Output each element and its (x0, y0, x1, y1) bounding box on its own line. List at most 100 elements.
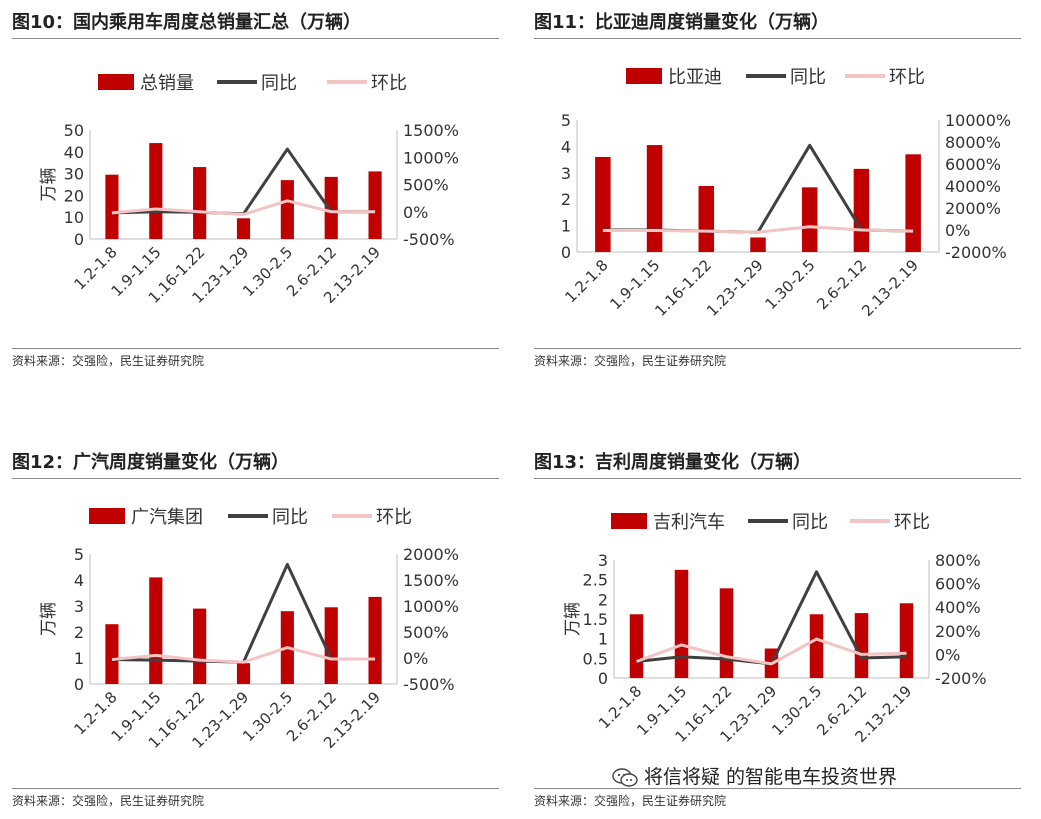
bar (853, 168, 870, 252)
watermark: 将信将疑 的智能电车投资世界 (612, 762, 897, 789)
bar (105, 624, 119, 684)
y2-tick-label: 2000% (945, 199, 1001, 218)
bar (193, 608, 207, 684)
y2-tick-label: -500% (403, 675, 455, 694)
chart-panel-byd: 图11：比亚迪周度销量变化（万辆） 比亚迪 同比 环比 0 1 2 3 4 5 -2000% 0% 2… (534, 8, 1021, 378)
watermark-text: 将信将疑 的智能电车投资世界 (644, 766, 898, 788)
y-tick-label: 5 (74, 545, 84, 564)
legend-swatch-bar (98, 74, 134, 90)
legend-swatch-bar (89, 508, 125, 524)
y2-tick-label: 0% (935, 645, 960, 664)
y2-tick-label: -200% (935, 669, 987, 688)
legend-label-mom: 环比 (376, 507, 412, 528)
source-divider (12, 788, 499, 789)
source-note: 资料来源：交强险，民生证券研究院 (12, 354, 205, 368)
legend-label-bar: 总销量 (140, 73, 194, 94)
y2-tick-label: 1000% (403, 597, 459, 616)
y-tick-label: 2 (598, 590, 608, 609)
y-tick-label: 2 (561, 190, 571, 209)
y2-tick-label: 10000% (945, 111, 1011, 130)
y-tick-label: 1 (561, 217, 571, 236)
x-tick-label: 1.30-2.5 (761, 256, 818, 313)
x-tick-label: 1.2-1.8 (561, 256, 611, 306)
legend-label-bar: 比亚迪 (668, 67, 722, 88)
bar (324, 176, 338, 239)
y-tick-label: 20 (64, 186, 84, 205)
chart-gac: 广汽集团 同比 环比 0 1 2 3 4 5 -500% 0% 500% 1000% 1500% 2000%… (39, 507, 459, 752)
panel-title: 图10：国内乘用车周度总销量汇总（万辆） (12, 12, 362, 33)
chart-total: 总销量 同比 环比 0 10 20 30 40 50 -500% 0% 500% 1000% 1500% 万… (39, 73, 459, 307)
y2-tick-label: 1500% (403, 571, 459, 590)
bar (905, 154, 921, 252)
bar (801, 187, 818, 252)
mom-line (111, 646, 376, 664)
bar (368, 596, 382, 684)
y-tick-label: 1 (598, 630, 608, 649)
y2-tick-label: 200% (935, 622, 981, 641)
bar (368, 171, 382, 239)
y-tick-label: 2.5 (583, 571, 608, 590)
legend: 吉利汽车 同比 环比 (611, 512, 930, 533)
wechat-icon (612, 767, 638, 787)
y-tick-label: 4 (561, 137, 571, 156)
bar (674, 569, 689, 678)
y2-tick-label: -2000% (945, 243, 1007, 262)
y-tick-label: 30 (64, 165, 84, 184)
chart-geely: 吉利汽车 同比 环比 00.511.522.53 -200% 0% 200% 400% 600%… (563, 512, 987, 746)
y2-tick-label: 0% (403, 203, 428, 222)
bar (854, 613, 869, 678)
chart-panel-geely: 图13：吉利周度销量变化（万辆） 吉利汽车 同比 环比 0 0.5 1 1.5 2 2.5 3 -2… (534, 448, 1021, 818)
bar (899, 603, 914, 678)
y-tick-label: 0.5 (583, 649, 608, 668)
y-tick-label: 50 (64, 121, 84, 140)
bar (236, 218, 251, 239)
y-tick-label: 0 (561, 243, 571, 262)
y2-tick-label: 2000% (403, 545, 459, 564)
legend: 广汽集团 同比 环比 (89, 507, 412, 528)
legend-label-mom: 环比 (889, 67, 925, 88)
bar (629, 614, 644, 678)
y2-tick-label: 6000% (945, 155, 1001, 174)
x-tick-label: 2.13-2.19 (858, 256, 922, 320)
source-divider (534, 788, 1021, 789)
x-tick-label: 1.23-1.29 (703, 256, 767, 320)
legend-label-mom: 环比 (371, 73, 407, 94)
bar (193, 167, 207, 239)
y2-tick-label: 400% (935, 598, 981, 617)
bar (750, 237, 766, 252)
y-tick-label: 40 (64, 143, 84, 162)
legend-swatch-bar (626, 68, 662, 84)
y2-tick-label: 1000% (403, 148, 459, 167)
bar (809, 614, 824, 678)
legend: 总销量 同比 环比 (98, 73, 407, 94)
mom-line (111, 199, 376, 216)
y-tick-label: 0 (74, 230, 84, 249)
bar (324, 607, 338, 684)
bar (280, 180, 294, 239)
source-divider (534, 348, 1021, 349)
legend-label-yoy: 同比 (272, 507, 308, 528)
y-tick-label: 3 (74, 597, 84, 616)
legend-label-yoy: 同比 (790, 67, 826, 88)
bar (719, 588, 734, 678)
y-axis-label: 万辆 (563, 602, 583, 636)
y-axis-label: 万辆 (39, 168, 59, 202)
legend: 比亚迪 同比 环比 (626, 67, 925, 88)
panel-title: 图12：广汽周度销量变化（万辆） (12, 452, 290, 473)
y-tick-label: 1 (74, 649, 84, 668)
y2-tick-label: 500% (403, 623, 449, 642)
y-tick-label: 2 (74, 623, 84, 642)
y2-tick-label: 1500% (403, 121, 459, 140)
y-tick-label: 10 (64, 208, 84, 227)
title-divider (12, 478, 499, 479)
source-note: 资料来源：交强险，民生证券研究院 (12, 794, 205, 808)
y2-tick-label: 8000% (945, 133, 1001, 152)
bar (149, 143, 163, 239)
panel-title: 图13：吉利周度销量变化（万辆） (534, 452, 812, 473)
y-tick-label: 1.5 (583, 610, 608, 629)
source-note: 资料来源：交强险，民生证券研究院 (534, 794, 727, 808)
y2-tick-label: 600% (935, 575, 981, 594)
legend-label-yoy: 同比 (792, 512, 828, 533)
chart-panel-total: 图10：国内乘用车周度总销量汇总（万辆） 总销量 同比 环比 0 10 20 30 40 50 -… (12, 8, 499, 378)
y2-tick-label: 0% (945, 221, 970, 240)
